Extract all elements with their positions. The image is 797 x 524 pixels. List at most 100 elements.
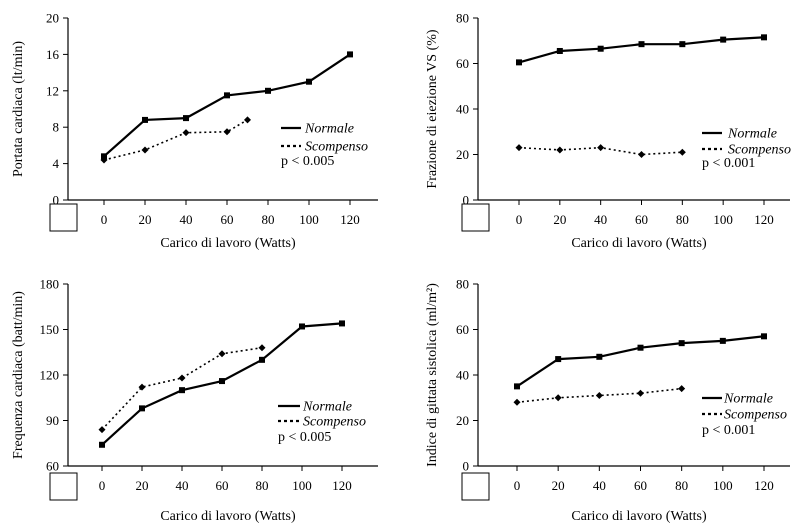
- y-tick-label: 8: [53, 120, 60, 135]
- y-tick-label: 20: [456, 413, 469, 428]
- x-axis-label: Carico di lavoro (Watts): [160, 509, 296, 524]
- point-scompenso: [138, 383, 146, 391]
- x-tick-label: 60: [216, 478, 229, 493]
- x-tick-label: 80: [262, 212, 275, 227]
- y-tick-label: 12: [46, 83, 59, 98]
- x-tick-label: 40: [176, 478, 189, 493]
- point-scompenso: [556, 146, 564, 154]
- point-normale: [720, 36, 727, 43]
- point-normale: [761, 333, 767, 340]
- point-scompenso: [218, 350, 226, 358]
- point-scompenso: [513, 398, 521, 406]
- point-scompenso: [678, 148, 686, 156]
- point-normale: [637, 344, 644, 351]
- point-scompenso: [638, 151, 645, 158]
- point-normale: [99, 441, 105, 448]
- p-value-annotation: p < 0.001: [702, 423, 755, 438]
- y-tick-label: 40: [456, 102, 469, 117]
- point-scompenso: [244, 116, 251, 124]
- point-scompenso: [178, 374, 186, 382]
- origin-empty-box: [49, 203, 78, 232]
- point-normale: [596, 353, 603, 360]
- y-tick-label: 150: [40, 322, 60, 337]
- legend-label-normale: Normale: [727, 127, 777, 142]
- x-tick-label: 120: [754, 212, 774, 227]
- x-tick-label: 100: [713, 212, 733, 227]
- origin-empty-box: [461, 472, 490, 501]
- point-normale: [142, 116, 148, 123]
- point-normale: [259, 356, 265, 363]
- legend-label-scompenso: Scompenso: [724, 408, 787, 423]
- point-normale: [556, 47, 563, 54]
- point-normale: [347, 51, 353, 58]
- point-normale: [679, 41, 686, 48]
- legend-label-scompenso: Scompenso: [305, 140, 368, 155]
- point-normale: [678, 340, 685, 347]
- x-tick-label: 100: [292, 478, 312, 493]
- y-tick-label: 0: [53, 193, 60, 208]
- x-tick-label: 40: [180, 212, 193, 227]
- legend-label-normale: Normale: [723, 392, 773, 407]
- x-tick-label: 20: [136, 478, 149, 493]
- y-tick-label: 0: [463, 193, 470, 208]
- x-tick-label: 60: [635, 212, 648, 227]
- y-tick-label: 80: [456, 11, 469, 26]
- y-axis-label: Indice di gittata sistolica (ml/m²): [425, 283, 440, 467]
- point-normale: [555, 356, 562, 363]
- point-normale: [139, 405, 145, 412]
- x-tick-label: 60: [221, 212, 234, 227]
- point-scompenso: [100, 156, 108, 164]
- point-normale: [224, 92, 230, 99]
- point-normale: [597, 45, 604, 52]
- y-axis-label: Portata cardiaca (lt/min): [11, 41, 26, 177]
- series-line-normale: [516, 335, 765, 388]
- x-tick-label: 20: [552, 478, 565, 493]
- x-tick-label: 100: [299, 212, 319, 227]
- point-normale: [299, 323, 305, 330]
- chart-panel-4: 0 20 40 60 80 0 20 40 60 80 100 120 Carico di lavoro…: [425, 277, 790, 524]
- x-tick-label: 40: [593, 478, 606, 493]
- point-normale: [761, 34, 767, 41]
- x-tick-label: 0: [99, 478, 106, 493]
- point-scompenso: [597, 144, 605, 152]
- y-tick-label: 60: [456, 56, 469, 71]
- point-normale: [265, 87, 271, 94]
- point-normale: [339, 320, 345, 327]
- x-tick-label: 60: [634, 478, 647, 493]
- chart-panel-2: 0 20 40 60 80 0 20 40 60 80 100 120 Carico di lavoro…: [425, 11, 791, 252]
- x-tick-label: 120: [340, 212, 360, 227]
- y-tick-label: 0: [463, 459, 470, 474]
- point-scompenso: [515, 144, 523, 152]
- point-scompenso: [182, 129, 190, 137]
- point-scompenso: [98, 426, 106, 434]
- chart-panel-3: 60 90 120 150 180 0 20 40 60 80 100 120 Carico di la…: [11, 277, 378, 524]
- point-normale: [183, 115, 189, 122]
- y-tick-label: 60: [456, 322, 469, 337]
- p-value-annotation: p < 0.005: [278, 430, 331, 445]
- point-normale: [516, 59, 522, 66]
- x-tick-label: 0: [516, 212, 523, 227]
- x-axis-label: Carico di lavoro (Watts): [571, 236, 707, 251]
- x-tick-label: 80: [676, 212, 689, 227]
- x-tick-label: 120: [754, 478, 774, 493]
- p-value-annotation: p < 0.001: [702, 156, 755, 171]
- y-tick-label: 40: [456, 368, 469, 383]
- point-scompenso: [595, 391, 603, 399]
- series-line-normale: [518, 36, 765, 64]
- point-scompenso: [258, 344, 266, 352]
- y-tick-label: 60: [46, 459, 59, 474]
- x-tick-label: 20: [553, 212, 566, 227]
- origin-empty-box: [49, 472, 78, 501]
- x-tick-label: 100: [713, 478, 733, 493]
- point-scompenso: [678, 385, 686, 393]
- legend-label-normale: Normale: [304, 122, 354, 137]
- point-scompenso: [223, 128, 231, 136]
- legend-label-scompenso: Scompenso: [303, 415, 366, 430]
- point-normale: [101, 153, 107, 160]
- y-tick-label: 20: [46, 11, 59, 26]
